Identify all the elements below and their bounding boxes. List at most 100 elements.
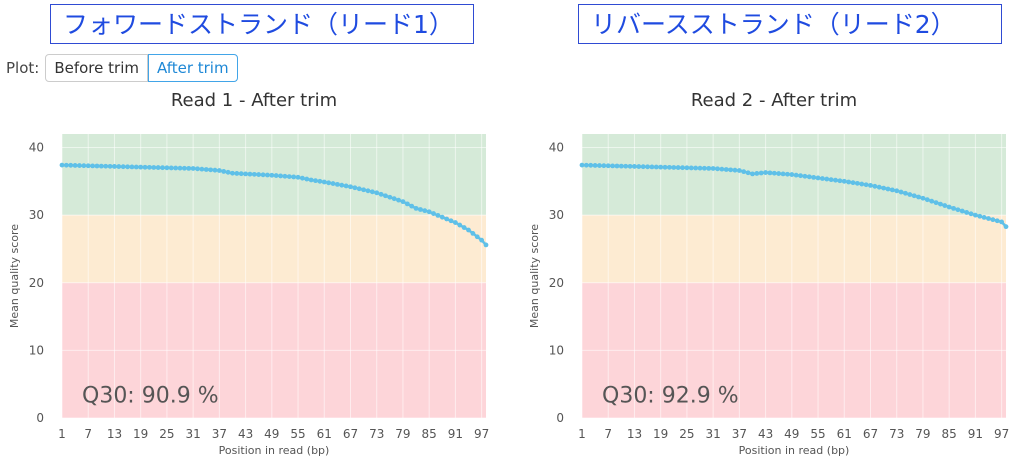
read2-chart-svg: Read 2 - After trim 1 7 13 19 25 31 37 43 49 55 61 6…	[528, 90, 1009, 457]
quality-point	[216, 168, 222, 173]
quality-point	[680, 165, 685, 171]
quality-point	[771, 170, 777, 176]
before-trim-button[interactable]: Before trim	[45, 54, 148, 82]
after-trim-button[interactable]: After trim	[147, 54, 238, 82]
quality-point	[348, 184, 353, 190]
quality-point	[667, 164, 672, 170]
quality-point	[745, 170, 751, 176]
quality-point	[142, 164, 148, 170]
quality-point	[212, 167, 218, 173]
quality-point	[793, 172, 799, 178]
quality-point	[697, 165, 703, 171]
quality-point	[990, 217, 996, 223]
x-tick-label: 79	[395, 427, 410, 441]
quality-point	[286, 174, 292, 179]
quality-point	[671, 165, 677, 170]
quality-point	[81, 163, 87, 169]
quality-point	[400, 199, 406, 205]
quality-point	[203, 167, 209, 172]
quality-point	[448, 218, 454, 224]
reverse-strand-callout: リバースストランド（リード2）	[578, 4, 1002, 44]
x-tick-label: 1	[58, 427, 66, 441]
quality-point	[885, 186, 891, 192]
y-tick-label: 30	[29, 208, 44, 222]
y-tick-label: 10	[29, 343, 44, 357]
quality-point	[282, 173, 288, 179]
quality-point	[614, 163, 620, 169]
quality-zone-1	[582, 215, 1006, 283]
quality-point	[601, 163, 607, 169]
quality-point	[369, 189, 375, 195]
quality-point	[815, 175, 821, 181]
quality-point	[994, 218, 1000, 224]
plot-toggle: Plot: Before trim After trim	[6, 54, 238, 82]
quality-point	[352, 185, 358, 191]
quality-point	[160, 165, 165, 171]
quality-point	[889, 187, 895, 193]
quality-point	[806, 174, 812, 180]
quality-point	[151, 165, 157, 170]
x-tick-label: 37	[732, 427, 747, 441]
quality-point	[938, 201, 943, 207]
quality-point	[221, 169, 227, 174]
quality-point	[933, 200, 939, 206]
quality-point	[623, 163, 629, 169]
x-tick-label: 91	[968, 427, 983, 441]
quality-point	[605, 163, 611, 169]
quality-point	[90, 163, 95, 169]
quality-point	[977, 213, 983, 219]
quality-point	[444, 216, 450, 222]
quality-point	[68, 162, 74, 168]
quality-point	[155, 165, 161, 170]
quality-point	[592, 163, 598, 168]
quality-point	[173, 165, 179, 171]
quality-point	[330, 181, 336, 186]
quality-point	[418, 207, 423, 212]
quality-point	[723, 167, 729, 172]
x-tick-label: 19	[133, 427, 148, 441]
quality-point	[881, 185, 887, 191]
y-tick-label: 0	[556, 411, 564, 425]
quality-point	[741, 169, 747, 175]
quality-point	[968, 211, 974, 217]
quality-point	[422, 208, 428, 214]
quality-point	[701, 165, 707, 171]
read2-chart: Read 2 - After trim 1 7 13 19 25 31 37 43 49 55 61 6…	[520, 84, 1024, 464]
quality-point	[356, 186, 362, 192]
quality-point	[138, 164, 144, 170]
quality-point	[326, 180, 332, 186]
quality-point	[461, 225, 467, 230]
quality-point	[225, 169, 231, 175]
x-tick-label: 91	[448, 427, 463, 441]
x-tick-label: 97	[474, 427, 489, 441]
quality-point	[313, 178, 318, 184]
quality-point	[291, 174, 297, 180]
quality-point	[1003, 224, 1009, 230]
quality-point	[439, 214, 445, 220]
quality-point	[973, 212, 978, 218]
quality-point	[339, 182, 345, 188]
quality-point	[854, 180, 860, 186]
quality-point	[579, 162, 585, 168]
quality-point	[308, 177, 314, 183]
quality-point	[715, 166, 720, 172]
quality-point	[466, 227, 471, 233]
quality-point	[981, 214, 987, 220]
quality-point	[693, 165, 699, 171]
x-tick-label: 31	[705, 427, 720, 441]
chart-title: Read 2 - After trim	[691, 90, 857, 111]
quality-point	[706, 165, 712, 171]
x-axis-label: Position in read (bp)	[739, 444, 850, 457]
quality-point	[903, 190, 908, 196]
quality-point	[999, 219, 1005, 225]
x-axis-label: Position in read (bp)	[219, 444, 330, 457]
quality-zone-1	[62, 215, 486, 283]
quality-point	[413, 205, 419, 211]
quality-point	[868, 182, 873, 188]
quality-point	[374, 190, 380, 196]
quality-point	[658, 164, 664, 170]
quality-point	[736, 168, 742, 173]
quality-point	[767, 170, 773, 176]
quality-point	[474, 234, 480, 240]
quality-point	[583, 162, 589, 168]
